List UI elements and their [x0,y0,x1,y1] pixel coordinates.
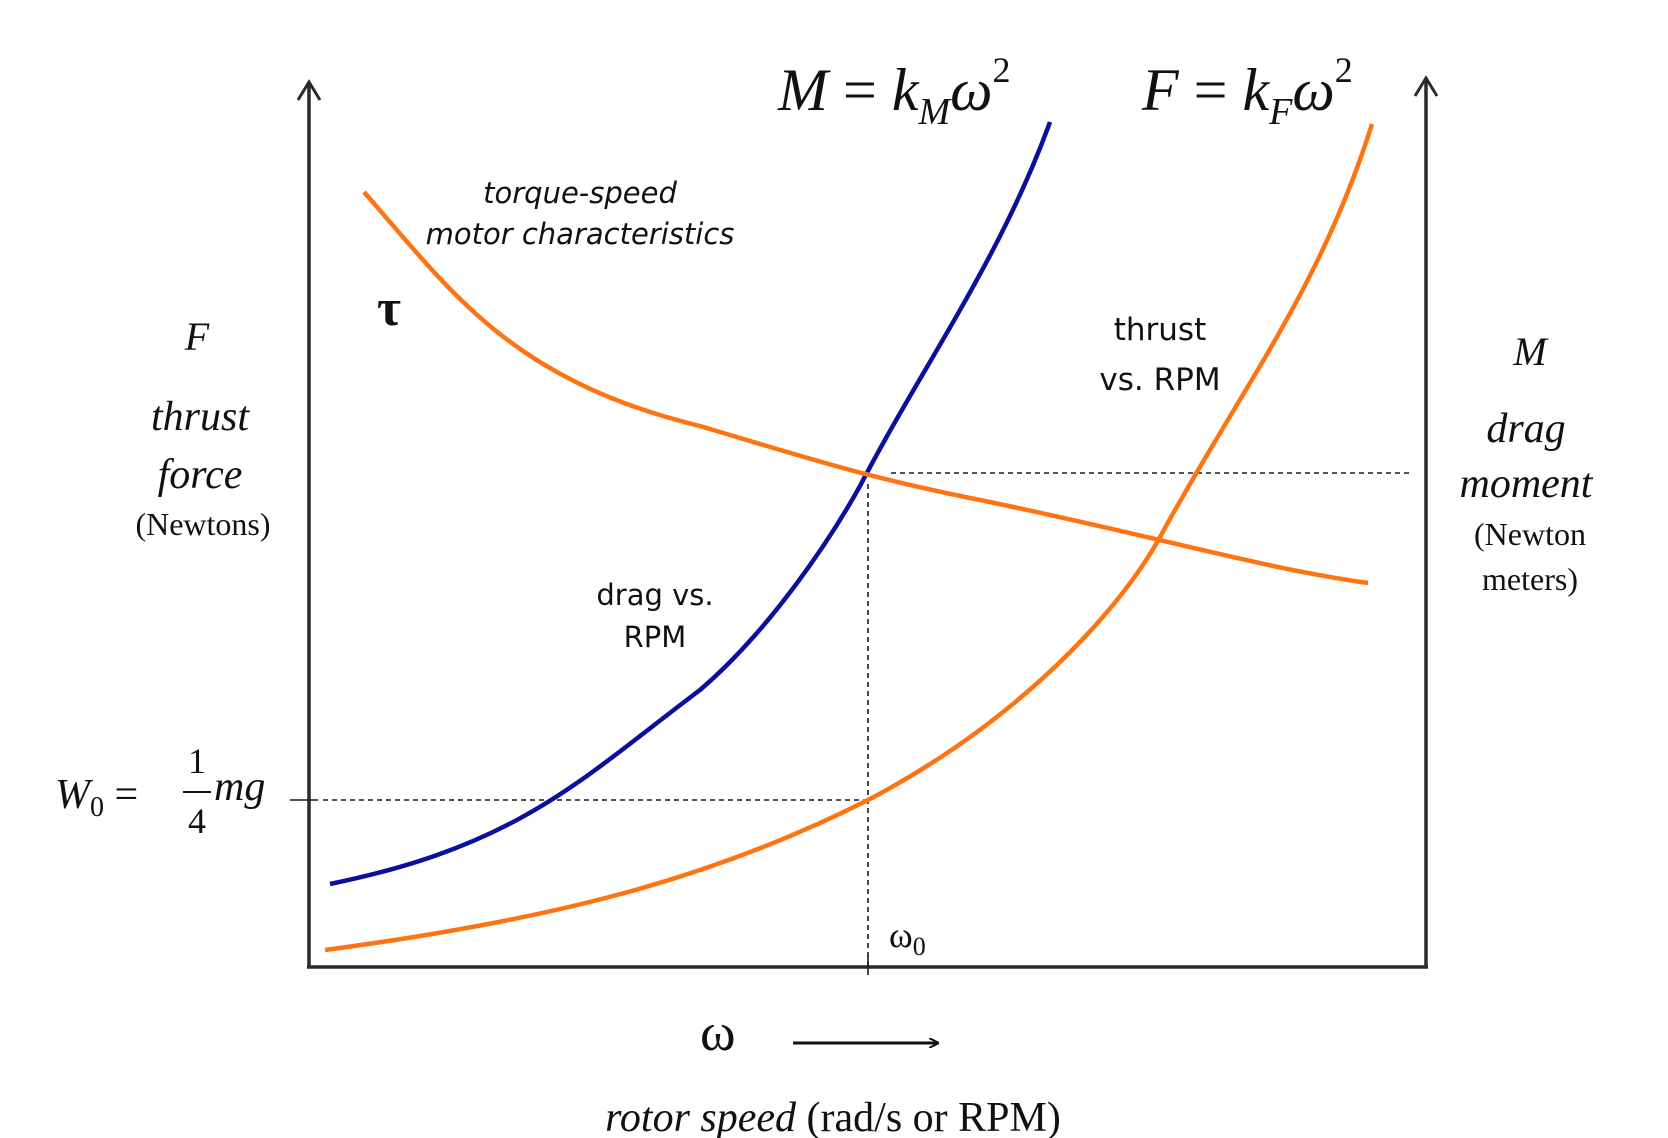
right-axis-name-line2: moment [1460,461,1594,507]
thrust-vs-rpm-curve [324,123,1375,953]
left-axis-unit: (Newtons) [135,506,270,542]
w0-fraction-numerator: 1 [188,741,206,781]
svg-text:W0 =: W0 = [55,772,138,823]
torque-speed-curve [362,190,1369,586]
w0-fraction-denominator: 4 [188,801,206,841]
x-axis-caption: rotor speed (rad/s or RPM) [605,1095,1061,1138]
moment-equation: M = kMω2 [777,50,1011,133]
right-axis-name-line1: drag [1486,406,1565,452]
thrust-curve-label-line1: thrust [1114,312,1207,348]
left-axis-name-line2: force [158,452,243,498]
torque-label-line1: torque-speed [483,176,677,210]
right-axis-unit-line2: meters) [1482,561,1578,597]
left-axis-name-line1: thrust [151,394,250,440]
w0-mg: mg [214,764,265,810]
right-axis-symbol: M [1512,329,1549,374]
left-y-axis-arrowhead [296,79,322,101]
tau-symbol: τ [377,280,401,337]
torque-label-line2: motor characteristics [426,217,735,251]
w0-label: W0 = 1 4 mg [55,741,265,841]
thrust-curve-label-line2: vs. RPM [1099,362,1220,398]
drag-vs-rpm-curve [329,121,1053,887]
right-y-axis-arrowhead [1413,75,1439,97]
force-equation: F = kFω2 [1141,50,1353,133]
guide-lines [323,472,1413,967]
left-axis-symbol: F [184,314,210,359]
drag-curve-label-line2: RPM [624,620,687,654]
right-axis-unit-line1: (Newton [1474,516,1586,552]
x-axis-omega-symbol: ω [700,1002,736,1062]
drag-curve-label-line1: drag vs. [596,578,713,612]
omega0-label: ω0 [889,915,926,961]
